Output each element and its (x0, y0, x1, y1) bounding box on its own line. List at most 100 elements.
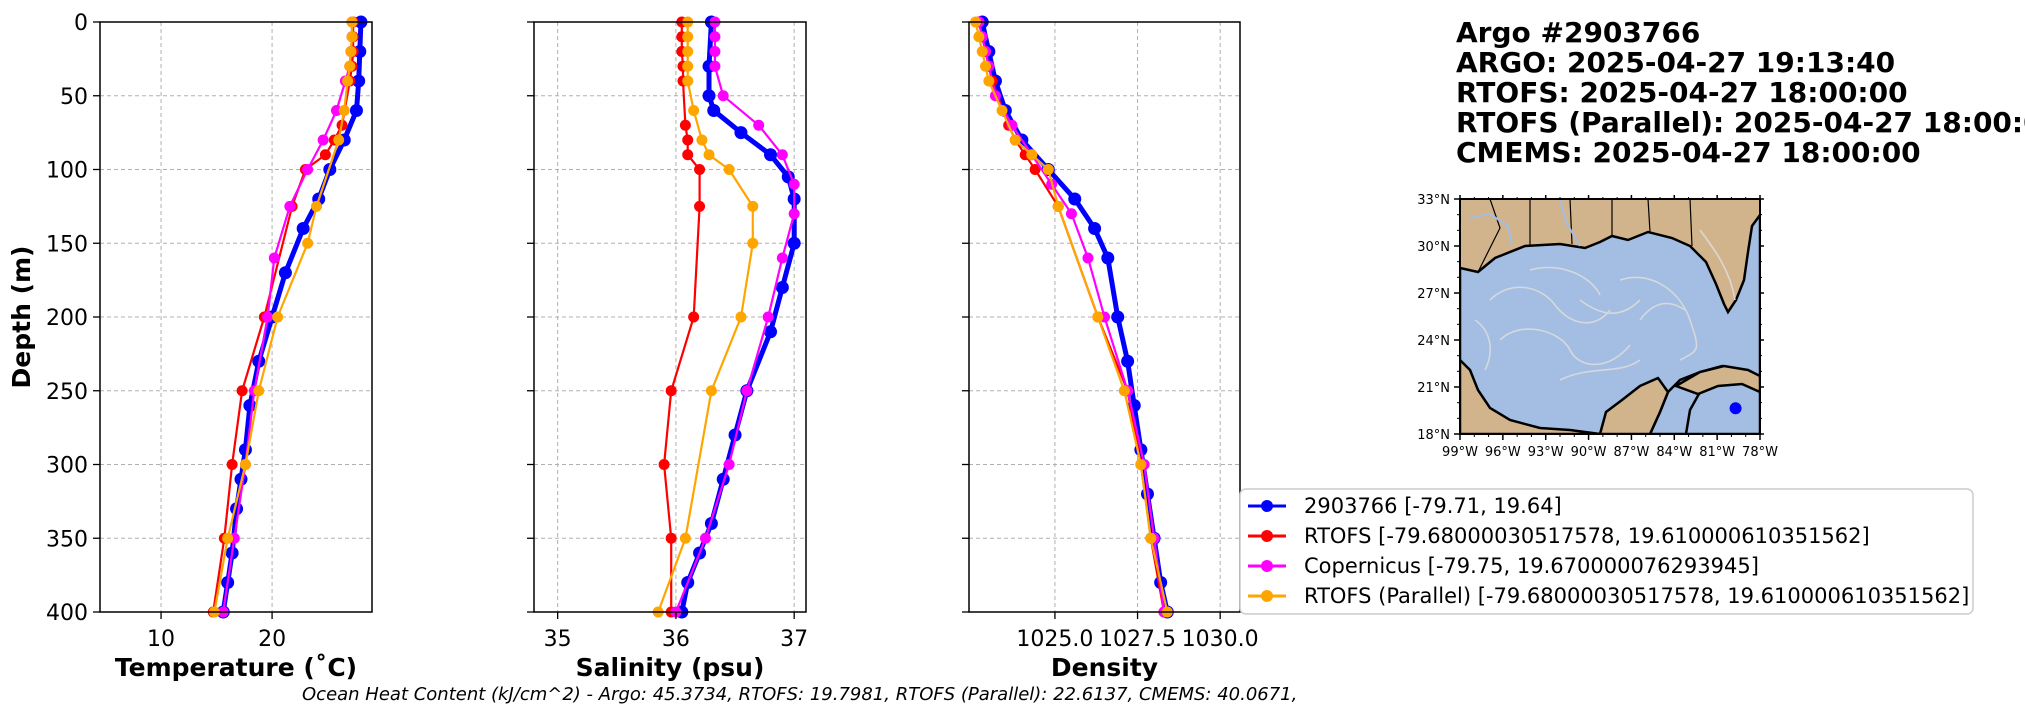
series-point (345, 46, 357, 57)
inset-map: 99°W 96°W 93°W 90°W 87°W 84°W 81°W 78°W 33°N 30°N… (1417, 193, 1778, 460)
series-point (688, 311, 700, 323)
gulf-ocean (1460, 212, 1760, 434)
x-tick-label: 1025.0 (1016, 627, 1093, 652)
series-point (734, 126, 748, 140)
series-point (703, 149, 715, 161)
y-tick-label: 150 (46, 232, 88, 257)
x-tick-label: 35 (544, 627, 572, 652)
map-lon-label: 96°W (1485, 445, 1521, 460)
series-point (747, 237, 759, 249)
y-tick-label: 200 (46, 306, 88, 331)
series-point (253, 385, 265, 397)
series-point (338, 105, 350, 116)
series-point (1101, 251, 1115, 265)
series-point (319, 149, 331, 161)
series-point (222, 532, 234, 544)
series-point (226, 459, 238, 470)
x-tick-label: 1030.0 (1182, 627, 1259, 652)
y-tick-label: 300 (46, 454, 88, 479)
mexico-coast (1460, 358, 1601, 434)
series-point (344, 60, 356, 72)
profile-panel-1: 0 50 100 150 200 250 300 350 400 10 20Temperature … (7, 11, 373, 682)
legend-marker (1261, 530, 1273, 542)
series-point (775, 281, 789, 294)
series-point (764, 325, 778, 339)
series-point (1118, 385, 1130, 397)
series-point (682, 134, 694, 146)
series-point (317, 134, 329, 146)
series-point (688, 105, 700, 116)
series-point (976, 46, 988, 57)
profile-panel-3: 1025.0 1027.5 1030.0 Density (962, 15, 1259, 682)
series-point (682, 46, 694, 57)
rivers (1469, 199, 1581, 301)
series-point (709, 60, 721, 72)
yucatan-land (1598, 376, 1670, 434)
current-streamlines (1474, 229, 1736, 381)
series-point (239, 459, 251, 470)
map-lon-label: 78°W (1742, 445, 1778, 460)
series-point (268, 252, 280, 264)
series-point (682, 75, 694, 87)
series-point (709, 46, 721, 57)
series-point (1135, 459, 1147, 470)
cuba-land (1673, 364, 1760, 396)
series-point (980, 60, 992, 72)
title-line-argo: ARGO: 2025-04-27 19:13:40 (1456, 46, 1895, 79)
map-lon-label: 84°W (1656, 445, 1692, 460)
map-lat-label: 33°N (1417, 193, 1450, 208)
series-point (302, 164, 314, 175)
series-point (694, 164, 706, 175)
series-point (658, 459, 670, 470)
map-lon-label: 81°W (1699, 445, 1735, 460)
series-point (679, 119, 691, 131)
series-point (1088, 222, 1102, 235)
series-point (1009, 134, 1021, 146)
legend-items: 2903766 [-79.71, 19.64] RTOFS [-79.680000… (1248, 494, 1969, 608)
y-tick-label: 350 (46, 527, 88, 552)
argo-float-marker (1729, 402, 1742, 415)
map-lon-label: 87°W (1613, 445, 1649, 460)
series-point (284, 200, 296, 212)
series-point (741, 385, 753, 397)
map-lat-label: 27°N (1417, 287, 1450, 302)
series-point (996, 105, 1008, 116)
map-lon-label: 90°W (1571, 445, 1607, 460)
series-point (762, 311, 774, 323)
series-point (973, 31, 985, 43)
series-point (349, 104, 363, 117)
y-tick-label: 100 (46, 159, 88, 184)
series-point (776, 252, 788, 264)
series-point (1121, 354, 1135, 368)
title-line-parallel: RTOFS (Parallel): 2025-04-27 18:00:00 (1456, 106, 2025, 139)
legend: 2903766 [-79.71, 19.64] RTOFS [-79.680000… (1239, 488, 1974, 615)
series-point (296, 222, 310, 235)
series-point (278, 266, 292, 280)
map-lat-label: 21°N (1417, 381, 1450, 396)
map-lat-label: 24°N (1417, 334, 1450, 349)
series-point (272, 311, 284, 323)
series-point (787, 236, 801, 250)
map-lat-label: 18°N (1417, 428, 1450, 443)
profile-panels: 0 50 100 150 200 250 300 350 400 10 20Temperature … (7, 11, 1259, 682)
y-tick-label: 250 (46, 380, 88, 405)
series-point (665, 532, 677, 544)
series-point (709, 31, 721, 43)
series-point (346, 31, 358, 43)
series-point (665, 385, 677, 397)
legend-marker (1261, 560, 1273, 572)
series-point (1092, 311, 1104, 323)
x-tick-label: 37 (780, 627, 808, 652)
series-point (753, 119, 765, 131)
profile-panel-2: 35 36 37 Salinity (psu) (527, 15, 808, 682)
series-point (788, 208, 800, 220)
series-point (1065, 208, 1077, 220)
series-point (682, 31, 694, 43)
series-point (1111, 310, 1125, 324)
y-axis-label: Depth (m) (7, 246, 36, 389)
legend-marker (1261, 500, 1273, 512)
legend-label: 2903766 [-79.71, 19.64] (1304, 494, 1562, 518)
series-point (310, 200, 322, 212)
series-point (1042, 164, 1054, 175)
